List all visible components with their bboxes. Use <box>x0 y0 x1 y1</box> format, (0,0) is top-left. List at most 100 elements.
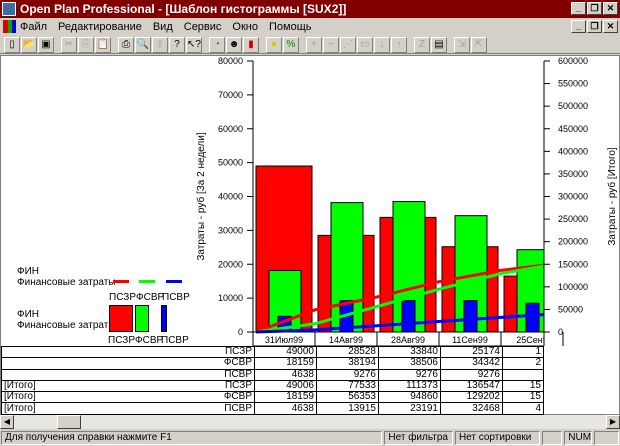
help-icon: ? <box>174 38 180 50</box>
y2-tick-label: 500000 <box>558 101 588 111</box>
print-preview-icon: 🔍 <box>136 38 150 50</box>
paste-icon: 📋 <box>96 38 110 50</box>
print-preview-button[interactable]: 🔍 <box>135 36 151 53</box>
bar-legend-fsvr-label: ФСВР <box>135 335 164 346</box>
status-filter: Нет фильтра <box>384 431 453 445</box>
line-legend-label: Финансовые затраты <box>17 277 116 288</box>
new-button[interactable]: ▯ <box>4 36 20 53</box>
print-button[interactable]: ⎙ <box>118 36 134 53</box>
title-bar: Open Plan Professional - [Шаблон гистогр… <box>0 0 620 18</box>
x-tick-label: 28Авг99 <box>391 335 425 345</box>
line-legend-pszr-label: ПСЗР <box>109 292 137 303</box>
table-cell: 111373 <box>378 379 441 393</box>
histogram-view: 0 10000 20000 30000 40000 50000 60000 70000 8000… <box>0 55 620 415</box>
x-tick-label: 14Авг99 <box>329 335 363 345</box>
table-cell: 4 <box>502 402 544 415</box>
y-tick-label: 40000 <box>218 192 243 202</box>
link-button[interactable]: ⋰ <box>340 36 356 53</box>
menu-file[interactable]: Файл <box>20 21 48 33</box>
filter-button[interactable]: ▤ <box>431 36 447 53</box>
menu-service[interactable]: Сервис <box>183 21 222 33</box>
remove-button[interactable]: − <box>323 36 339 53</box>
expand-button[interactable]: ⇲ <box>454 36 470 53</box>
document-icon[interactable] <box>3 20 16 33</box>
y-tick-label: 60000 <box>218 124 243 134</box>
minimize-button[interactable]: _ <box>571 2 586 15</box>
y2-tick-label: 0 <box>558 327 563 337</box>
help-button[interactable]: ? <box>169 36 185 53</box>
save-button[interactable]: ▣ <box>38 36 54 53</box>
toolbar: ▯ 📂 ▣ ✂ ⎘ 📋 ⎙ 🔍 ⇪? ↖? ◔ ☻ ▮ ●% + − ⋰ ▭ ↓ ↑ Z ▤ ⇲ ⇱ <box>0 36 620 54</box>
cut-icon: ✂ <box>64 38 74 50</box>
print-icon: ⎙ <box>122 38 130 50</box>
expand-icon: ⇲ <box>457 38 467 50</box>
menu-help[interactable]: Помощь <box>268 21 312 33</box>
coin-icon: ● <box>270 38 278 50</box>
y2-tick-label: 350000 <box>558 169 588 179</box>
down-icon: ↓ <box>379 38 385 50</box>
z-button[interactable]: Z <box>414 36 430 53</box>
context-help-button[interactable]: ↖? <box>186 36 202 53</box>
coin-button[interactable]: ● <box>266 36 282 53</box>
menu-view[interactable]: Вид <box>152 21 173 33</box>
paste-button[interactable]: 📋 <box>95 36 111 53</box>
close-button[interactable]: ✕ <box>603 2 618 15</box>
menu-window[interactable]: Окно <box>232 21 258 33</box>
line-ПСЗР <box>255 263 544 334</box>
legend-line-psvr <box>166 280 182 283</box>
x-tick-label: 11Сен99 <box>452 335 488 345</box>
percent-button[interactable]: % <box>283 36 299 53</box>
horizontal-scrollbar[interactable]: ◀ ▶ <box>0 415 620 429</box>
scroll-left-icon[interactable]: ◀ <box>0 415 14 429</box>
add-button[interactable]: + <box>306 36 322 53</box>
bar-ФСВР-2 <box>392 201 426 333</box>
histogram-button[interactable]: ▮ <box>243 36 259 53</box>
table-cell: 49000 <box>254 345 317 359</box>
doc-minimize-button[interactable]: _ <box>571 20 586 33</box>
bar-legend-psvr-label: ПСВР <box>161 335 189 346</box>
export-button[interactable]: ⇪ <box>152 36 168 53</box>
row-series: ПСВР <box>201 368 255 381</box>
cut-button[interactable]: ✂ <box>61 36 77 53</box>
y-tick-label: 80000 <box>218 56 243 66</box>
resource-icon: ☻ <box>228 38 240 50</box>
status-sort: Нет сортировки <box>454 431 541 445</box>
table-cell: 94860 <box>378 391 441 404</box>
table-cell: 23191 <box>378 402 441 415</box>
app-icon <box>2 2 16 16</box>
restore-button[interactable]: ❐ <box>587 2 602 15</box>
scroll-right-icon[interactable]: ▶ <box>606 415 620 429</box>
up-button[interactable]: ↑ <box>391 36 407 53</box>
y2-tick-label: 600000 <box>558 56 588 66</box>
percent-icon: % <box>286 38 296 50</box>
row-series: ФСВР <box>201 357 255 370</box>
legend-bar-psvr <box>161 305 167 332</box>
table-cell: 56353 <box>316 391 379 404</box>
legend-bar-pszr <box>109 305 133 332</box>
down-button[interactable]: ↓ <box>374 36 390 53</box>
remove-icon: − <box>328 38 334 50</box>
table-cell: 9276 <box>378 368 441 381</box>
bar-ПСВР-4 <box>525 302 540 333</box>
clock-button[interactable]: ◔ <box>209 36 225 53</box>
copy-button[interactable]: ⎘ <box>78 36 94 53</box>
open-button[interactable]: 📂 <box>21 36 37 53</box>
status-caps <box>542 431 563 445</box>
table-cell: 4638 <box>254 368 317 381</box>
doc-restore-button[interactable]: ❐ <box>587 20 602 33</box>
y-tick-label: 50000 <box>218 158 243 168</box>
legend-line-fsvr <box>139 280 155 283</box>
clock-icon: ◔ <box>213 38 221 50</box>
menu-edit[interactable]: Редактирование <box>58 21 142 33</box>
link-icon: ⋰ <box>343 38 353 50</box>
filter-icon: ▤ <box>434 38 444 50</box>
context-help-icon: ↖? <box>187 38 201 50</box>
collapse-button[interactable]: ⇱ <box>471 36 487 53</box>
doc-close-button[interactable]: ✕ <box>603 20 618 33</box>
resource-button[interactable]: ☻ <box>226 36 242 53</box>
scroll-thumb[interactable] <box>57 415 81 429</box>
table-cell: 77533 <box>316 379 379 393</box>
unlink-button[interactable]: ▭ <box>357 36 373 53</box>
y-tick-label: 70000 <box>218 90 243 100</box>
table-cell: 25174 <box>440 345 503 359</box>
